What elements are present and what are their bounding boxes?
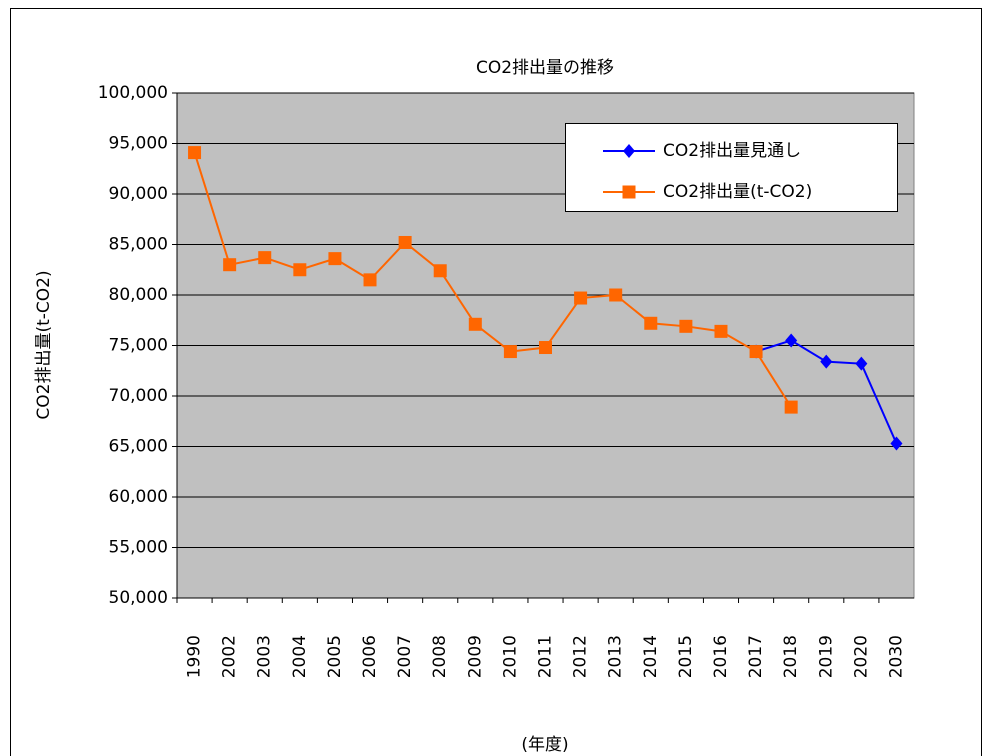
marker (293, 263, 307, 277)
marker (820, 354, 833, 369)
x-tick-label: 2020 (851, 635, 871, 678)
x-tick-label: 2003 (255, 635, 275, 678)
y-tick-label: 70,000 (109, 386, 168, 406)
x-tick-label: 2016 (711, 635, 731, 678)
legend-box (565, 123, 898, 212)
x-tick-label: 2012 (571, 635, 591, 678)
legend-label: CO2排出量見通し (663, 141, 801, 161)
chart-title: CO2排出量の推移 (476, 58, 614, 78)
x-tick-label: 2004 (290, 635, 310, 678)
x-tick-label: 2007 (395, 635, 415, 678)
marker (855, 356, 868, 371)
x-tick-label: 2014 (641, 635, 661, 678)
marker (644, 316, 658, 330)
y-tick-label: 100,000 (98, 83, 168, 103)
marker (328, 252, 342, 266)
marker (433, 264, 447, 278)
y-tick-label: 65,000 (109, 437, 168, 457)
marker (714, 324, 728, 338)
x-axis-label: (年度) (521, 735, 568, 755)
y-tick-label: 95,000 (109, 134, 168, 154)
marker (784, 400, 798, 414)
marker (258, 251, 272, 265)
x-tick-label: 2013 (606, 635, 626, 678)
marker (223, 258, 237, 272)
marker (622, 185, 636, 199)
legend-label: CO2排出量(t-CO2) (663, 182, 812, 202)
x-tick-label: 2005 (325, 635, 345, 678)
marker (539, 341, 552, 355)
y-tick-label: 60,000 (109, 487, 168, 507)
marker (890, 436, 903, 451)
marker (623, 144, 635, 158)
y-tick-label: 80,000 (109, 285, 168, 305)
x-tick-label: 2009 (465, 635, 485, 678)
marker (468, 317, 482, 331)
x-tick-label: 1990 (185, 635, 205, 678)
marker (785, 333, 798, 348)
marker (398, 235, 412, 249)
marker (749, 345, 763, 359)
x-tick-label: 2018 (781, 635, 801, 678)
marker (188, 146, 202, 160)
x-tick-label: 2030 (886, 635, 906, 678)
marker (503, 345, 517, 359)
y-tick-label: 90,000 (109, 184, 168, 204)
y-tick-label: 75,000 (109, 336, 168, 356)
x-tick-label: 2010 (500, 635, 520, 678)
x-tick-label: 2002 (220, 635, 240, 678)
x-tick-label: 2017 (746, 635, 766, 678)
y-tick-label: 55,000 (109, 538, 168, 558)
marker (679, 319, 693, 333)
x-tick-label: 2015 (676, 635, 696, 678)
y-axis-label: CO2排出量(t-CO2) (34, 270, 54, 419)
y-tick-label: 85,000 (109, 235, 168, 255)
x-tick-label: 2006 (360, 635, 380, 678)
x-tick-label: 2019 (816, 635, 836, 678)
x-tick-label: 2008 (430, 635, 450, 678)
x-tick-label: 2011 (536, 635, 556, 678)
y-tick-label: 50,000 (109, 588, 168, 608)
marker (574, 291, 588, 305)
marker (363, 273, 377, 287)
marker (609, 288, 623, 302)
